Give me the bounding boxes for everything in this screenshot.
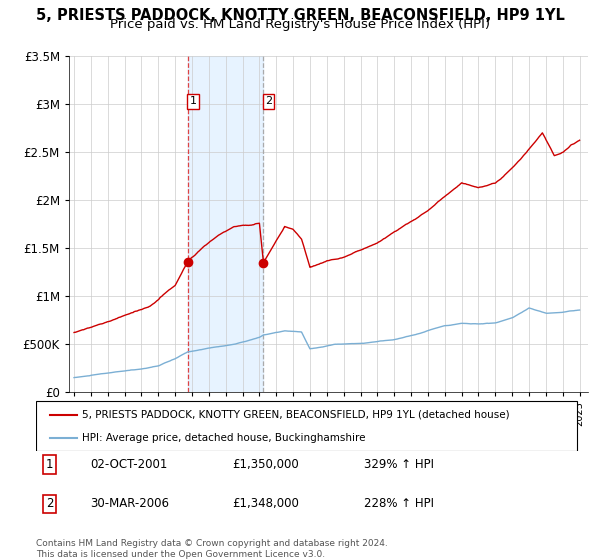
- Text: 2: 2: [46, 497, 53, 510]
- FancyBboxPatch shape: [36, 401, 577, 451]
- Text: £1,350,000: £1,350,000: [233, 458, 299, 471]
- Text: 1: 1: [46, 458, 53, 471]
- Text: 02-OCT-2001: 02-OCT-2001: [91, 458, 168, 471]
- Text: Contains HM Land Registry data © Crown copyright and database right 2024.
This d: Contains HM Land Registry data © Crown c…: [36, 539, 388, 559]
- Text: HPI: Average price, detached house, Buckinghamshire: HPI: Average price, detached house, Buck…: [82, 433, 366, 443]
- Text: Price paid vs. HM Land Registry's House Price Index (HPI): Price paid vs. HM Land Registry's House …: [110, 18, 490, 31]
- Text: 228% ↑ HPI: 228% ↑ HPI: [364, 497, 434, 510]
- Text: 1: 1: [190, 96, 196, 106]
- Text: 2: 2: [265, 96, 272, 106]
- Text: 5, PRIESTS PADDOCK, KNOTTY GREEN, BEACONSFIELD, HP9 1YL (detached house): 5, PRIESTS PADDOCK, KNOTTY GREEN, BEACON…: [82, 409, 510, 419]
- Text: 5, PRIESTS PADDOCK, KNOTTY GREEN, BEACONSFIELD, HP9 1YL: 5, PRIESTS PADDOCK, KNOTTY GREEN, BEACON…: [35, 8, 565, 24]
- Text: 30-MAR-2006: 30-MAR-2006: [91, 497, 170, 510]
- Bar: [188, 56, 263, 392]
- Text: 329% ↑ HPI: 329% ↑ HPI: [364, 458, 434, 471]
- Text: £1,348,000: £1,348,000: [233, 497, 299, 510]
